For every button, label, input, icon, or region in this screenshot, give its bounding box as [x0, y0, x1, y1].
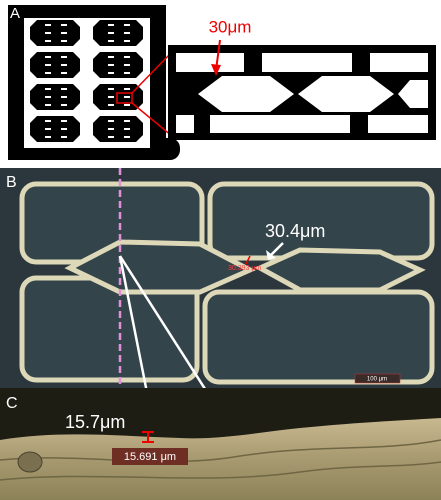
shape-rect [45, 32, 51, 34]
shape-polygon [198, 76, 294, 112]
shape-rect [124, 128, 130, 130]
shape-polygon [30, 20, 80, 46]
shape-rect [108, 128, 114, 130]
shape-g [19, 181, 435, 385]
shape-rect [124, 24, 130, 26]
shape-rect [116, 92, 133, 104]
shape-line [269, 242, 284, 257]
shape-rect [108, 24, 114, 26]
shape-polygon [30, 116, 80, 142]
measurement: 30.4μm [265, 221, 325, 241]
panel-c: C 15.7μm 15.691 μm [0, 388, 441, 500]
shape-rect [124, 88, 130, 90]
shape-rect [354, 373, 401, 384]
shape-rect [61, 120, 67, 122]
shape-rect [45, 88, 51, 90]
measurement-tag: 30.393 μm [228, 265, 261, 272]
shape-rect [124, 120, 130, 122]
shape-rect [108, 120, 114, 122]
shape-polygon [93, 116, 143, 142]
shape-rect [108, 32, 114, 34]
shape-rect [61, 56, 67, 58]
shape-rect [61, 64, 67, 66]
shape-rect [124, 136, 130, 138]
shape-rect [61, 104, 67, 106]
shape-rect [61, 72, 67, 74]
panel-label: A [10, 5, 20, 22]
shape-rect [45, 104, 51, 106]
shape-polygon [266, 250, 276, 260]
panel-label: B [6, 174, 17, 191]
shape-rect [124, 72, 130, 74]
shape-rect [370, 53, 428, 72]
shape-line [131, 51, 173, 94]
shape-rect [108, 56, 114, 58]
scale-bar: 100 μm [367, 377, 387, 383]
shape-rect [108, 136, 114, 138]
shape-rect [108, 104, 114, 106]
shape-rect [108, 40, 114, 42]
shape-rect [124, 40, 130, 42]
shape-g [30, 20, 143, 142]
shape-polygon [298, 76, 394, 112]
shape-rect [108, 64, 114, 66]
shape-rect [124, 104, 130, 106]
shape-rect [124, 56, 130, 58]
shape-rect [176, 53, 244, 72]
shape-rect [108, 96, 114, 98]
shape-rect [45, 64, 51, 66]
shape-rect [61, 128, 67, 130]
shape-rect [202, 289, 435, 385]
shape-polygon [254, 247, 426, 293]
shape-rect [45, 96, 51, 98]
panel-a: A 30μm [8, 5, 436, 160]
shape-rect [61, 40, 67, 42]
shape-rect [124, 32, 130, 34]
annotation: 30μm [209, 17, 252, 36]
shape-rect [45, 136, 51, 138]
shape-g [142, 431, 154, 443]
shape-rect [150, 138, 180, 160]
shape-polygon [398, 80, 428, 108]
shape-rect [61, 96, 67, 98]
shape-rect [45, 40, 51, 42]
shape-ellipse [17, 451, 43, 473]
shape-polygon [211, 64, 221, 76]
shape-path [0, 439, 441, 481]
shape-rect [124, 96, 130, 98]
shape-rect [61, 32, 67, 34]
shape-rect [176, 115, 194, 133]
shape-polygon [30, 84, 80, 110]
shape-rect [45, 128, 51, 130]
shape-polygon [30, 52, 80, 78]
panel-b: B 30.4μm 30.393 μm 100 μm [0, 168, 441, 434]
shape-rect [262, 53, 352, 72]
panel-label: C [6, 395, 18, 412]
shape-rect [108, 88, 114, 90]
shape-line [131, 102, 173, 137]
shape-rect [112, 448, 188, 465]
shape-rect [45, 72, 51, 74]
shape-rect [61, 136, 67, 138]
shape-line [245, 255, 251, 265]
shape-rect [45, 24, 51, 26]
measurement: 15.7μm [65, 412, 125, 432]
shape-rect [124, 64, 130, 66]
shape-rect [210, 115, 350, 133]
shape-rect [108, 72, 114, 74]
shape-rect [368, 115, 428, 133]
shape-polygon [93, 52, 143, 78]
shape-rect [45, 56, 51, 58]
measurement-tag: 15.691 μm [124, 451, 176, 463]
shape-rect [61, 24, 67, 26]
shape-rect [45, 120, 51, 122]
shape-rect [61, 88, 67, 90]
shape-polygon [93, 20, 143, 46]
